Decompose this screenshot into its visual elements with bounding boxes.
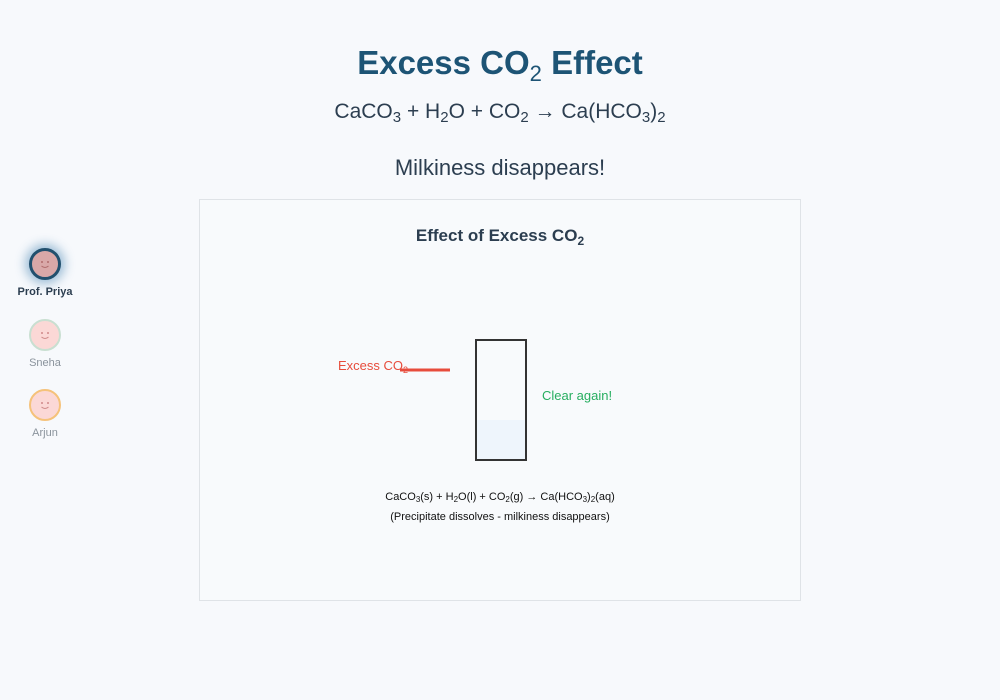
avatar — [29, 389, 61, 421]
diagram-note: (Precipitate dissolves - milkiness disap… — [390, 511, 609, 523]
diagram-title: Effect of Excess CO2 — [416, 226, 585, 248]
page-title: Excess CO2 Effect — [357, 44, 643, 86]
diagram-equation: CaCO3(s) + H2O(l) + CO2(g) → Ca(HCO3)2(a… — [385, 491, 614, 504]
page-subtitle: Milkiness disappears! — [394, 155, 606, 180]
avatar — [29, 319, 61, 351]
reaction-equation: CaCO3 + H2O + CO2 → Ca(HCO3)2 — [334, 100, 666, 126]
smiley-face-icon — [41, 261, 49, 268]
participant-name: Arjun — [32, 427, 58, 439]
smiley-face-icon — [41, 332, 49, 339]
diagram-panel: Effect of Excess CO2 Excess CO2 Clear ag… — [199, 199, 801, 601]
excess-co2-diagram: Effect of Excess CO2 Excess CO2 Clear ag… — [338, 226, 615, 523]
participant-name: Sneha — [29, 357, 61, 369]
result-label: Clear again! — [542, 388, 612, 403]
clear-solution — [476, 420, 526, 460]
avatar — [29, 248, 61, 280]
participant-name: Prof. Priya — [17, 286, 73, 298]
gas-label: Excess CO2 — [338, 358, 408, 375]
smiley-face-icon — [41, 402, 49, 409]
test-tube — [475, 339, 527, 461]
